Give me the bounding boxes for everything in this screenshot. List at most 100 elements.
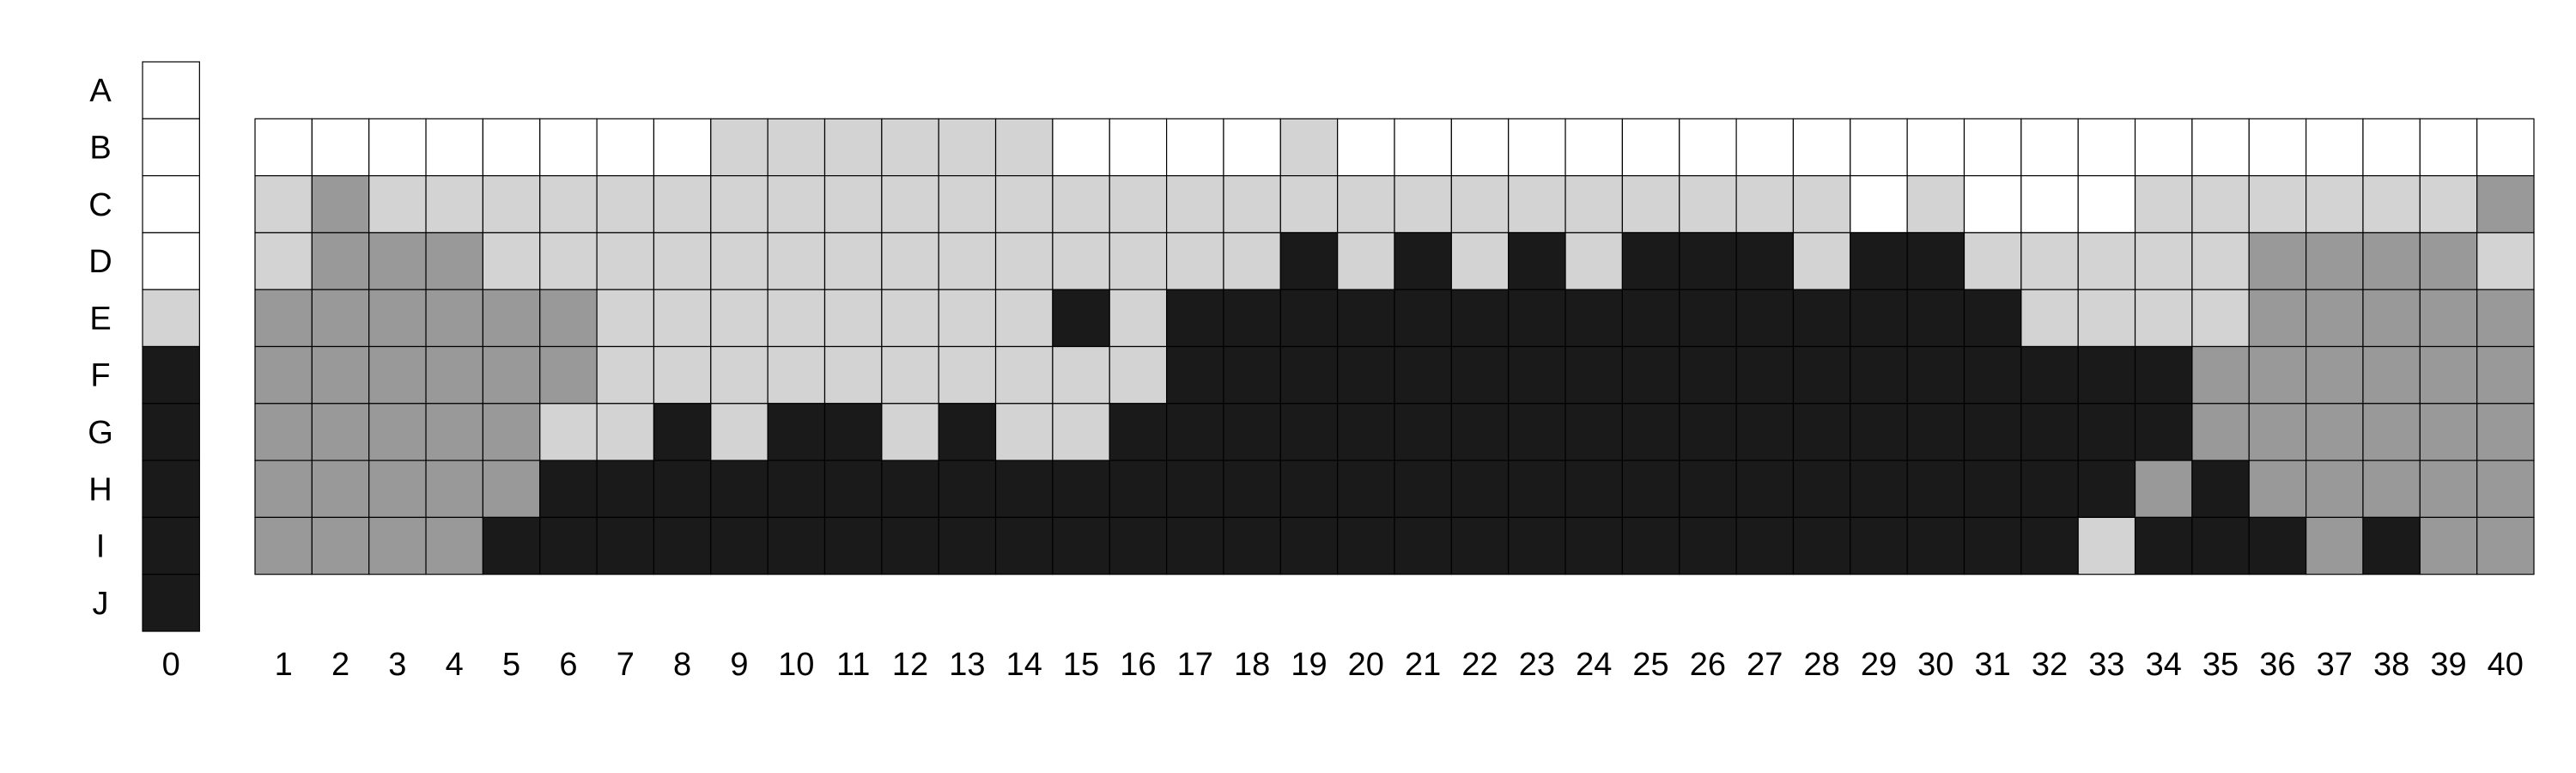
col-label-21: 21 (1405, 647, 1441, 683)
cell-f-19 (1279, 345, 1339, 405)
cell-c-20 (1337, 175, 1395, 234)
cell-h-27 (1735, 460, 1795, 518)
cell-b-3 (368, 118, 427, 177)
cell-e-36 (2248, 289, 2307, 348)
cell-e-8 (653, 289, 712, 348)
cell-g-35 (2191, 403, 2250, 461)
cell-f-17 (1165, 345, 1224, 405)
cell-h-25 (1621, 460, 1680, 518)
cell-g-27 (1735, 403, 1795, 461)
cell-d-36 (2248, 232, 2307, 290)
cell-f-33 (2077, 345, 2136, 405)
cell-c-14 (994, 175, 1054, 234)
cell-c-30 (1906, 175, 1965, 234)
cell-b-11 (823, 118, 883, 177)
cell-b-10 (767, 118, 826, 177)
cell-g-38 (2362, 403, 2421, 461)
col-label-23: 23 (1519, 647, 1555, 683)
cell-i-34 (2134, 516, 2193, 575)
cell-e-24 (1564, 289, 1624, 348)
cell-i-40 (2476, 516, 2535, 575)
col-label-40: 40 (2488, 647, 2524, 683)
cell-h-16 (1109, 460, 1168, 518)
cell-d-20 (1337, 232, 1395, 290)
col-label-37: 37 (2317, 647, 2353, 683)
cell-g-39 (2419, 403, 2478, 461)
cell-f-28 (1792, 345, 1851, 405)
cell-g-13 (938, 403, 997, 461)
col-label-3: 3 (388, 647, 406, 683)
cell-b-39 (2419, 118, 2478, 177)
cell-g-11 (823, 403, 883, 461)
row-label-b: B (89, 130, 111, 166)
cell-c-8 (653, 175, 712, 234)
cell-e-2 (311, 289, 370, 348)
cell-d-39 (2419, 232, 2478, 290)
col-label-10: 10 (778, 647, 814, 683)
cell-f-1 (254, 345, 313, 405)
cell-f-8 (653, 345, 712, 405)
cell-i-18 (1223, 516, 1281, 575)
cell-b-24 (1564, 118, 1624, 177)
cell-g-16 (1109, 403, 1168, 461)
cell-i-4 (425, 516, 483, 575)
cell-f-3 (368, 345, 427, 405)
cell-e-5 (482, 289, 541, 348)
cell-h-40 (2476, 460, 2535, 518)
col-label-22: 22 (1461, 647, 1498, 683)
cell-g-9 (710, 403, 769, 461)
cell-g-5 (482, 403, 541, 461)
cell-e-40 (2476, 289, 2535, 348)
cell-i-26 (1679, 516, 1737, 575)
cell-c-13 (938, 175, 997, 234)
cell-f-13 (938, 345, 997, 405)
cell-g-8 (653, 403, 712, 461)
cell-c-18 (1223, 175, 1281, 234)
cell-g-19 (1279, 403, 1339, 461)
cell-d-32 (2020, 232, 2079, 290)
column-labels: 0 1 2 3 4 5 6 7 8 9 10 11 12 13 14 15 16 17 18 19 20 21 22 23 24… (162, 647, 2524, 683)
cell-g-34 (2134, 403, 2193, 461)
cell-c-4 (425, 175, 483, 234)
cell-g-4 (425, 403, 483, 461)
cell-b-14 (994, 118, 1054, 177)
cell-e-11 (823, 289, 883, 348)
cell-c-33 (2077, 175, 2136, 234)
cell-f-6 (539, 345, 598, 405)
cell-f-15 (1052, 345, 1110, 405)
cell-i-15 (1052, 516, 1110, 575)
cell-c-12 (881, 175, 939, 234)
row-label-i: I (96, 529, 106, 565)
cell-h-13 (938, 460, 997, 518)
cell-h-28 (1792, 460, 1851, 518)
cell-c-10 (767, 175, 826, 234)
cell-i-3 (368, 516, 427, 575)
cell-b-20 (1337, 118, 1395, 177)
cell-h-9 (710, 460, 769, 518)
cell-g-21 (1394, 403, 1452, 461)
cell-b-5 (482, 118, 541, 177)
col-label-16: 16 (1120, 647, 1156, 683)
cell-h-20 (1337, 460, 1395, 518)
cell-d-6 (539, 232, 598, 290)
cell-c-3 (368, 175, 427, 234)
cell-i-11 (823, 516, 883, 575)
cell-h-31 (1963, 460, 2022, 518)
cell-i-32 (2020, 516, 2079, 575)
cell-e-15 (1052, 289, 1110, 348)
cell-b-28 (1792, 118, 1851, 177)
cell-h-30 (1906, 460, 1965, 518)
cell-h-2 (311, 460, 370, 518)
cell-c-36 (2248, 175, 2307, 234)
cell-h-39 (2419, 460, 2478, 518)
cell-i-27 (1735, 516, 1795, 575)
cell-d-27 (1735, 232, 1795, 290)
cell-g-28 (1792, 403, 1851, 461)
cell-e-30 (1906, 289, 1965, 348)
cell-e-9 (710, 289, 769, 348)
cell-i-31 (1963, 516, 2022, 575)
cell-c-37 (2306, 175, 2364, 234)
cell-d-40 (2476, 232, 2535, 290)
ref-cell-e (142, 289, 200, 348)
